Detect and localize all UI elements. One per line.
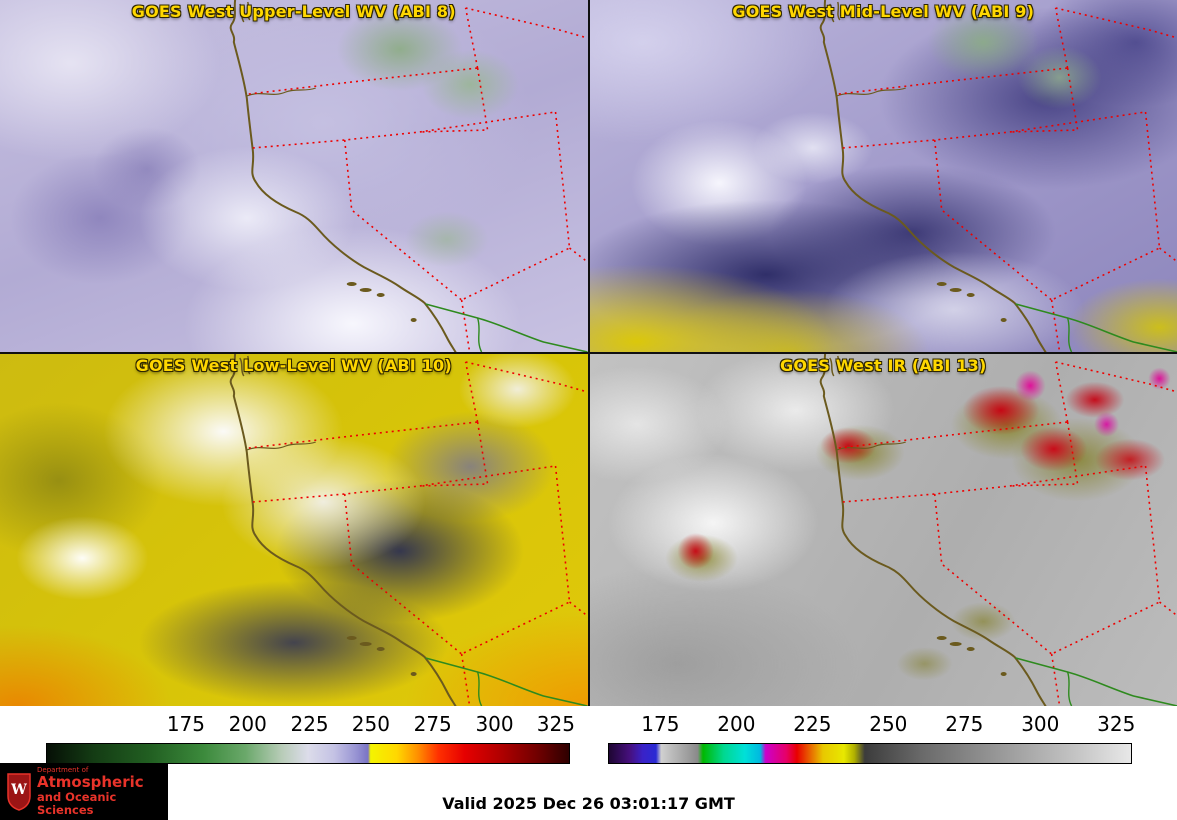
panel-title-upper-wv: GOES West Upper-Level WV (ABI 8)	[131, 2, 456, 21]
colorbar-ir-gradient	[608, 743, 1132, 764]
map-overlay	[819, 0, 1177, 352]
valid-timestamp: Valid 2025 Dec 26 03:01:17 GMT	[442, 794, 735, 813]
colorbar-tick: 200	[228, 712, 267, 736]
colorbar-tick: 250	[869, 712, 908, 736]
colorbar-tick: 300	[475, 712, 514, 736]
colorbar-tick: 250	[351, 712, 390, 736]
logo-line-oceanic: and Oceanic Sciences	[37, 789, 117, 817]
uw-crest-icon: W	[7, 772, 31, 811]
panel-low-level-wv: GOES West Low-Level WV (ABI 10)	[0, 354, 588, 706]
svg-text:W: W	[10, 782, 27, 798]
panel-upper-level-wv: GOES West Upper-Level WV (ABI 8)	[0, 0, 588, 352]
map-overlay	[229, 354, 588, 706]
panel-title-ir: GOES West IR (ABI 13)	[780, 356, 987, 375]
map-overlay	[819, 354, 1177, 706]
logo-line-atmospheric: Atmospheric	[37, 773, 144, 792]
colorbar-wv: 175 200 225 250 275 300 325	[46, 712, 575, 764]
panel-title-low-wv: GOES West Low-Level WV (ABI 10)	[135, 356, 452, 375]
colorbar-tick: 225	[793, 712, 832, 736]
colorbar-tick: 175	[166, 712, 205, 736]
colorbar-tick: 300	[1021, 712, 1060, 736]
colorbar-tick: 325	[1097, 712, 1136, 736]
colorbar-wv-gradient	[46, 743, 570, 764]
logo-text: Department of Atmospheric and Oceanic Sc…	[37, 765, 162, 817]
panel-title-mid-wv: GOES West Mid-Level WV (ABI 9)	[732, 2, 1035, 21]
satellite-quad-grid: GOES West Upper-Level WV (ABI 8) GOES We…	[0, 0, 1177, 706]
map-overlay	[229, 0, 588, 352]
colorbar-tick: 200	[717, 712, 756, 736]
logo-dept-line: Department of	[37, 765, 89, 774]
colorbar-tick: 175	[641, 712, 680, 736]
colorbar-ir: 175 200 225 250 275 300 325	[608, 712, 1136, 764]
uw-aos-logo[interactable]: W Department of Atmospheric and Oceanic …	[0, 763, 168, 820]
colorbar-tick: 275	[945, 712, 984, 736]
colorbar-wv-ticks: 175 200 225 250 275 300 325	[46, 712, 575, 739]
colorbar-tick: 325	[536, 712, 575, 736]
panel-ir: GOES West IR (ABI 13)	[589, 354, 1177, 706]
colorbar-tick: 225	[290, 712, 329, 736]
colorbar-tick: 275	[413, 712, 452, 736]
panel-mid-level-wv: GOES West Mid-Level WV (ABI 9)	[589, 0, 1177, 352]
colorbar-ir-ticks: 175 200 225 250 275 300 325	[608, 712, 1136, 739]
